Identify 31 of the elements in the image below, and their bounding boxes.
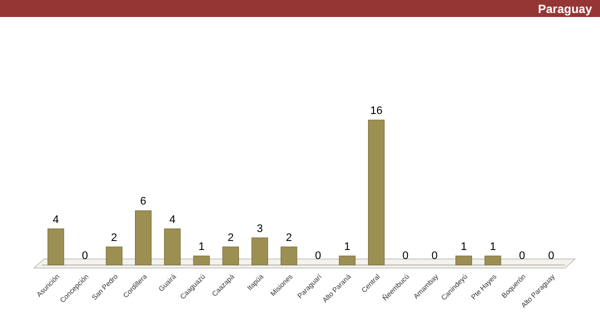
data-label: 0 <box>548 250 554 262</box>
bar <box>134 210 152 266</box>
bar <box>338 256 356 266</box>
data-label: 1 <box>490 240 496 253</box>
data-label: 0 <box>82 250 88 262</box>
bar <box>164 228 181 266</box>
data-label: 1 <box>460 240 467 253</box>
data-label: 6 <box>140 196 146 208</box>
bar <box>368 120 385 266</box>
data-label: 16 <box>370 105 382 117</box>
bar <box>280 246 298 266</box>
data-label: 0 <box>432 250 438 262</box>
data-label: 1 <box>344 240 350 253</box>
data-label: 2 <box>286 232 292 244</box>
data-label: 0 <box>315 250 322 262</box>
bar <box>106 246 122 266</box>
bar <box>193 256 210 266</box>
bar <box>252 238 268 266</box>
data-label: 3 <box>256 222 263 235</box>
data-label: 4 <box>169 214 176 226</box>
data-label: 0 <box>518 250 526 262</box>
data-label: 2 <box>228 232 234 244</box>
bar <box>484 256 502 266</box>
data-label: 0 <box>402 250 409 262</box>
chart-title: Paraguay <box>538 2 592 16</box>
bar <box>222 246 239 266</box>
data-label: 1 <box>198 240 205 253</box>
data-label: 2 <box>111 232 118 244</box>
data-label: 4 <box>52 214 59 226</box>
bar <box>455 256 472 266</box>
bar <box>48 228 64 266</box>
